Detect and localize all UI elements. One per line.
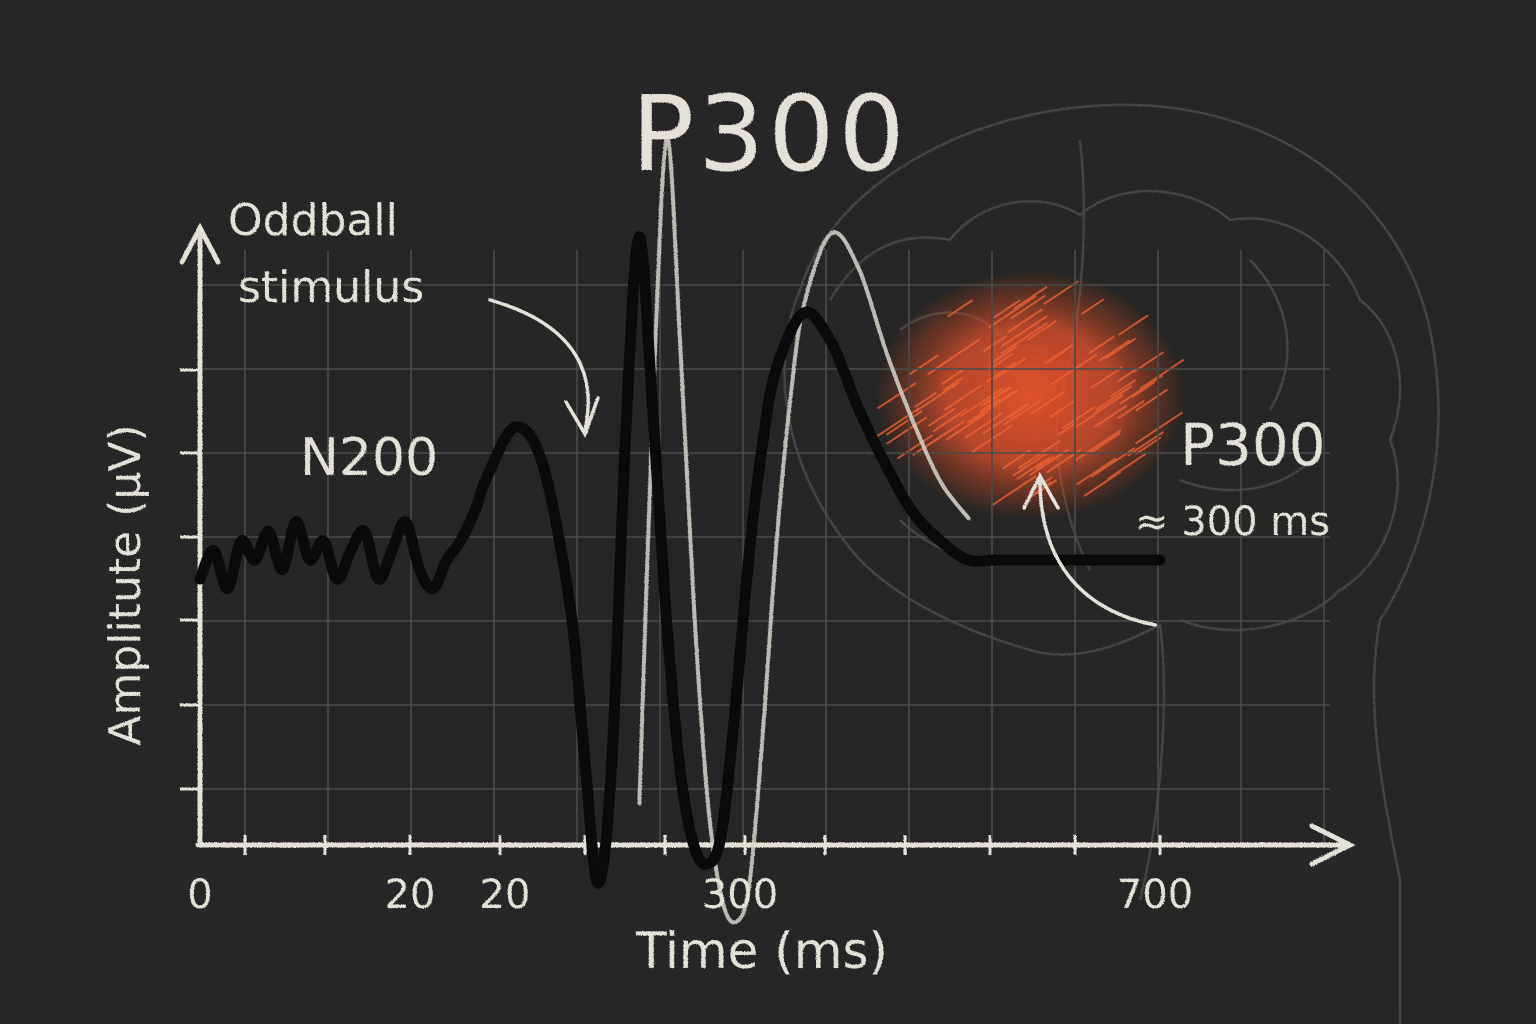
scribble-stroke bbox=[1094, 404, 1128, 428]
scribble-stroke bbox=[982, 402, 1029, 435]
scribble-stroke bbox=[947, 299, 974, 318]
scribble-stroke bbox=[897, 434, 934, 460]
scribble-stroke bbox=[985, 361, 1017, 384]
p300-arrow-icon bbox=[1038, 478, 1157, 627]
scribble-stroke bbox=[1012, 452, 1047, 477]
scribble-stroke bbox=[1089, 432, 1121, 455]
scribble-stroke bbox=[1003, 399, 1041, 426]
p300-label: P300 bbox=[1180, 411, 1326, 479]
scribble-stroke bbox=[1030, 390, 1066, 416]
scribble-stroke bbox=[979, 386, 1010, 408]
scribble-stroke bbox=[1105, 337, 1137, 360]
scribble-stroke bbox=[1095, 385, 1133, 411]
stimulus-arrowhead-icon bbox=[564, 396, 600, 439]
scribble-stroke bbox=[1110, 379, 1137, 398]
scribble-stroke bbox=[959, 387, 1003, 418]
y-axis-arrow-icon bbox=[179, 222, 221, 265]
scribble-stroke bbox=[1135, 436, 1162, 456]
y-axis-label: Amplitute (µV) bbox=[100, 424, 151, 745]
scribble-stroke bbox=[941, 368, 965, 385]
scribble-stroke bbox=[1076, 457, 1117, 486]
stimulus-arrow-icon bbox=[488, 298, 590, 432]
x-tick-labels: 0 20 20 300 700 bbox=[187, 872, 1193, 918]
scribble-stroke bbox=[1135, 388, 1168, 412]
brain-outline-icon bbox=[783, 103, 1440, 1024]
scribble-stroke bbox=[991, 345, 1018, 364]
x-axis-label: Time (ms) bbox=[635, 922, 888, 980]
scribble-stroke bbox=[1028, 479, 1058, 499]
scribble-stroke bbox=[1010, 294, 1047, 320]
x-axis-arrow-icon bbox=[1309, 823, 1356, 867]
n200-label: N200 bbox=[300, 428, 438, 488]
x-axis-ticks bbox=[243, 835, 1162, 855]
scribble-stroke bbox=[885, 410, 923, 436]
scribble-stroke bbox=[966, 390, 1016, 424]
scribble-stroke bbox=[1118, 314, 1149, 336]
scribble-stroke bbox=[945, 411, 989, 441]
erp-waveform-line bbox=[194, 231, 1166, 889]
scribble-stroke bbox=[1083, 470, 1122, 497]
scribble-stroke bbox=[942, 377, 963, 392]
scribble-stroke bbox=[964, 411, 1004, 439]
scribble-stroke bbox=[993, 299, 1021, 319]
scribble-stroke bbox=[991, 475, 1037, 506]
scribble-stroke bbox=[874, 407, 920, 439]
scribble-stroke bbox=[1017, 439, 1061, 470]
scribble-stroke bbox=[1119, 374, 1164, 405]
y-axis-ticks bbox=[180, 368, 200, 791]
x-tick-label: 20 bbox=[385, 872, 436, 918]
x-tick-label: 300 bbox=[702, 872, 778, 918]
scribble-stroke bbox=[924, 420, 965, 449]
p300-latency-label: ≈ 300 ms bbox=[1135, 499, 1330, 545]
x-tick-label: 20 bbox=[480, 872, 531, 918]
scribble-stroke bbox=[1013, 285, 1048, 310]
x-tick-label: 0 bbox=[187, 872, 212, 918]
scribble-stroke bbox=[970, 389, 1019, 423]
scribble-stroke bbox=[928, 407, 956, 427]
scribble-stroke bbox=[1117, 399, 1145, 420]
annotation-arrows bbox=[488, 298, 1157, 627]
stimulus-label-line2: stimulus bbox=[238, 262, 424, 313]
p300-highlight-glow bbox=[875, 270, 1185, 520]
scribble-stroke bbox=[1131, 381, 1156, 399]
scribble-stroke bbox=[1027, 320, 1057, 341]
scribble-stroke bbox=[914, 391, 937, 408]
scribble-stroke bbox=[1061, 405, 1096, 430]
scribble-stroke bbox=[1073, 412, 1097, 430]
scribble-stroke bbox=[1057, 421, 1077, 436]
scribble-stroke bbox=[1093, 394, 1124, 415]
scribble-stroke bbox=[1034, 455, 1055, 470]
stimulus-label-line1: Oddball bbox=[228, 195, 398, 246]
scribble-stroke bbox=[1016, 456, 1051, 481]
scribble-stroke bbox=[943, 384, 982, 411]
scribble-stroke bbox=[938, 338, 981, 368]
scribble-stroke bbox=[1139, 358, 1185, 390]
scribble-stroke bbox=[932, 407, 968, 433]
scribble-stroke bbox=[1007, 308, 1043, 334]
waveform-chalk-echo bbox=[637, 136, 971, 925]
page-title: P300 bbox=[631, 73, 908, 195]
scribble-stroke bbox=[1098, 339, 1131, 362]
scribble-stroke bbox=[1134, 411, 1184, 445]
scribble-stroke bbox=[1073, 429, 1122, 462]
scribble-stroke bbox=[1000, 321, 1049, 355]
scribble-stroke bbox=[982, 335, 1008, 353]
scribble-stroke bbox=[1008, 403, 1030, 419]
scribble-stroke bbox=[1049, 400, 1075, 419]
p300-arrowhead-icon bbox=[1022, 472, 1060, 510]
scribble-stroke bbox=[979, 397, 1001, 413]
scribble-stroke bbox=[988, 295, 1037, 329]
scribble-stroke bbox=[886, 416, 927, 445]
x-tick-label: 700 bbox=[1117, 872, 1193, 918]
scribble-stroke bbox=[1051, 363, 1083, 386]
scribble-stroke bbox=[1043, 344, 1074, 365]
scribble-stroke bbox=[1000, 315, 1048, 348]
scribble-stroke bbox=[1088, 335, 1115, 354]
scribble-stroke bbox=[1090, 366, 1123, 389]
scribble-stroke bbox=[1107, 453, 1147, 480]
scribble-stroke bbox=[915, 381, 960, 413]
scribble-stroke bbox=[908, 354, 940, 376]
scribble-stroke bbox=[1080, 298, 1105, 316]
